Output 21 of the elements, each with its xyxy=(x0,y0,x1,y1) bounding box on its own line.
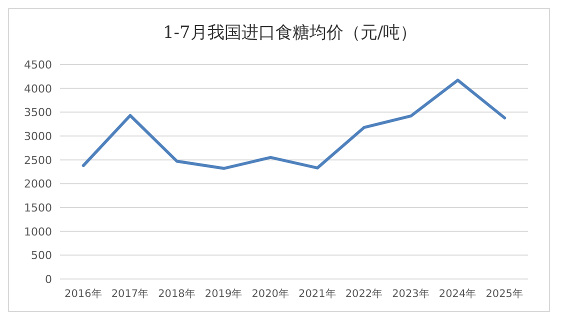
x-tick-label: 2023年 xyxy=(392,288,430,300)
y-tick-label: 500 xyxy=(31,249,52,262)
y-tick-label: 4500 xyxy=(24,58,52,72)
y-tick-label: 1000 xyxy=(24,225,52,238)
x-tick-label: 2018年 xyxy=(158,288,196,300)
x-tick-label: 2017年 xyxy=(111,288,150,300)
y-tick-label: 2500 xyxy=(24,154,52,167)
x-tick-label: 2025年 xyxy=(486,288,524,300)
x-tick-label: 2022年 xyxy=(345,288,384,300)
y-tick-label: 3000 xyxy=(24,130,52,143)
y-tick-label: 0 xyxy=(45,273,52,286)
chart-title: 1-7月我国进口食糖均价（元/吨） xyxy=(162,23,418,43)
x-tick-label: 2024年 xyxy=(438,288,477,300)
x-tick-label: 2020年 xyxy=(252,288,290,300)
y-tick-label: 1500 xyxy=(24,202,52,214)
y-tick-label: 4000 xyxy=(24,82,52,96)
y-tick-label: 3500 xyxy=(24,106,52,120)
y-tick-label: 2000 xyxy=(24,178,52,191)
x-tick-label: 2019年 xyxy=(204,288,243,300)
x-tick-label: 2016年 xyxy=(64,288,102,300)
x-tick-label: 2021年 xyxy=(298,288,336,300)
